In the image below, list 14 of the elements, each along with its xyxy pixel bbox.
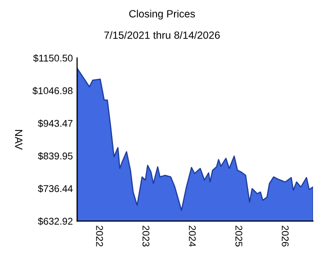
y-tick-label: $736.44 — [38, 184, 73, 193]
y-tick-label: $839.95 — [38, 152, 73, 160]
x-tick-label: 2026 — [282, 226, 289, 246]
chart-title: Closing Prices — [129, 10, 195, 20]
y-axis-title: NAV — [15, 130, 22, 150]
y-tick-label: $1150.50 — [33, 54, 73, 62]
x-tick-label: 2024 — [188, 226, 196, 247]
x-tick-label: 2023 — [142, 226, 150, 246]
y-tick-label: $943.47 — [38, 120, 72, 128]
chart-subtitle: 7/15/2021 thru 8/14/2026 — [104, 31, 220, 39]
y-tick-label: $1046.98 — [32, 86, 73, 95]
x-tick-label: 2022 — [96, 226, 103, 246]
y-tick-label: $632.92 — [38, 217, 72, 226]
x-tick-label: 2025 — [235, 226, 242, 246]
